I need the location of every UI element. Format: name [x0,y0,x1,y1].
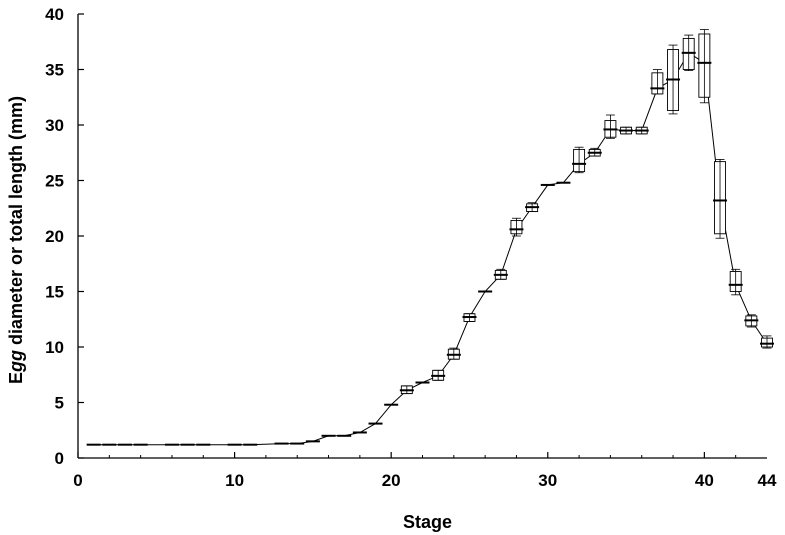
y-tick-label: 30 [45,116,64,135]
y-tick-label: 15 [45,283,64,302]
x-tick-label: 10 [225,471,244,490]
box-stage-42 [728,268,743,296]
x-tick-label: 44 [758,471,777,490]
axes: 0 5 10 15 20 25 30 35 40 0 10 20 30 40 44 [45,5,777,490]
box-stage-39 [681,34,696,72]
box-stage-25 [462,313,477,322]
y-tick-label: 20 [45,227,64,246]
x-axis-title: Stage [403,512,452,532]
y-tick-label: 5 [55,394,64,413]
y-axis-title-part: gg [6,350,26,373]
plot-area [86,29,774,446]
box-stage-32 [572,146,587,174]
box-stage-24 [446,347,461,360]
box-stage-37 [650,69,665,95]
box-stage-29 [525,202,540,213]
box-stage-34 [603,114,618,139]
box-stage-27 [493,268,508,280]
y-axis-title-part: diameter or total length (mm) [6,96,26,350]
x-tick-label: 20 [382,471,401,490]
x-tick-label: 40 [695,471,714,490]
y-tick-label: 10 [45,338,64,357]
y-tick-label: 40 [45,5,64,24]
box-stage-35 [619,126,634,135]
box-stage-44 [760,335,774,349]
box-stage-40 [697,29,712,104]
box-stage-36 [634,126,649,135]
y-tick-label: 35 [45,61,64,80]
y-tick-label: 0 [55,449,64,468]
box-stage-28 [509,217,524,237]
box-stage-23 [431,369,446,381]
box-stage-43 [744,314,759,328]
box-stage-33 [587,147,602,157]
x-tick-label: 0 [73,471,82,490]
box-stage-21 [399,385,414,395]
y-tick-label: 25 [45,172,64,191]
box-stage-41 [713,159,728,239]
y-axis-title-part: E [6,372,26,384]
median-line [93,52,768,446]
box-stage-38 [666,44,681,115]
y-axis-title: Egg diameter or total length (mm) [6,96,26,384]
x-tick-label: 30 [538,471,557,490]
